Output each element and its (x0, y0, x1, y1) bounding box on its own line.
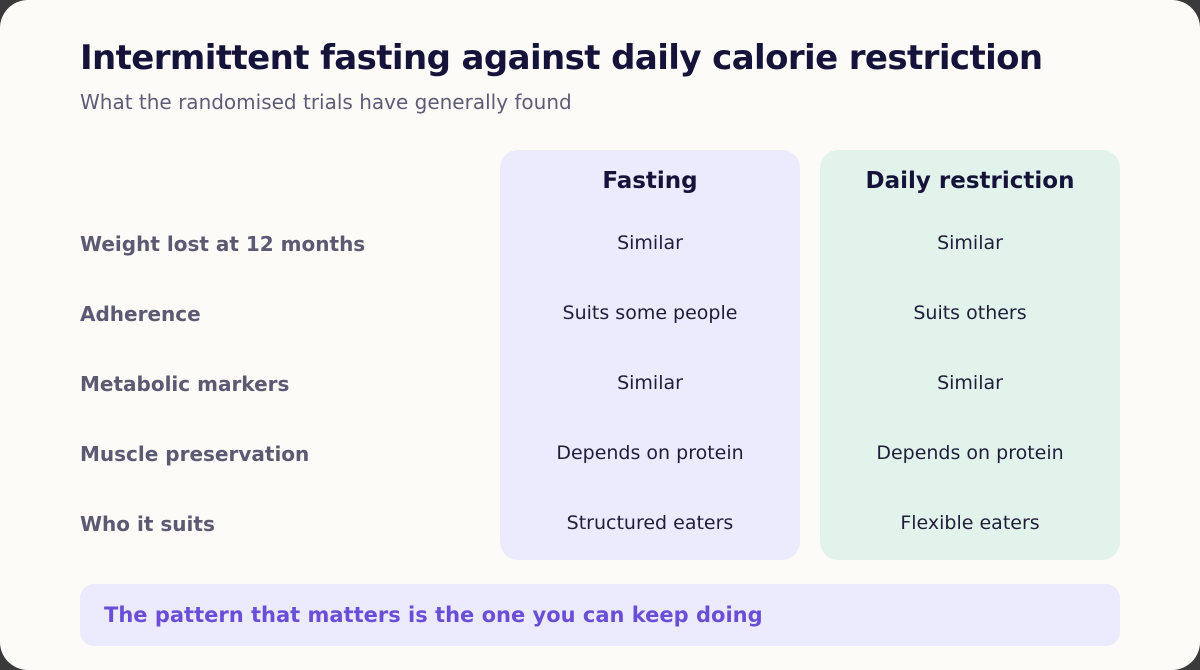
daily-restriction-column: Daily restriction (820, 150, 1120, 560)
fasting-cell-weight-lost: Similar (617, 232, 683, 254)
fasting-cell-muscle-preservation: Depends on protein (556, 442, 744, 464)
row-label-who-it-suits: Who it suits (80, 512, 215, 536)
page-subtitle: What the randomised trials have generall… (80, 90, 572, 114)
daily-cell-muscle-preservation: Depends on protein (876, 442, 1064, 464)
daily-restriction-column-header: Daily restriction (865, 168, 1075, 194)
daily-cell-weight-lost: Similar (937, 232, 1003, 254)
takeaway-banner: The pattern that matters is the one you … (80, 584, 1120, 646)
page-title: Intermittent fasting against daily calor… (80, 38, 1043, 78)
daily-cell-adherence: Suits others (913, 302, 1027, 324)
fasting-cell-who-it-suits: Structured eaters (566, 512, 734, 534)
daily-cell-who-it-suits: Flexible eaters (900, 512, 1040, 534)
takeaway-text: The pattern that matters is the one you … (104, 603, 763, 627)
daily-cell-metabolic-markers: Similar (937, 372, 1003, 394)
fasting-column: Fasting (500, 150, 800, 560)
row-label-muscle-preservation: Muscle preservation (80, 442, 310, 466)
fasting-cell-metabolic-markers: Similar (617, 372, 683, 394)
fasting-column-header: Fasting (602, 168, 698, 194)
fasting-cell-adherence: Suits some people (562, 302, 738, 324)
row-label-metabolic-markers: Metabolic markers (80, 372, 290, 396)
row-label-adherence: Adherence (80, 302, 201, 326)
row-label-weight-lost: Weight lost at 12 months (80, 232, 366, 256)
